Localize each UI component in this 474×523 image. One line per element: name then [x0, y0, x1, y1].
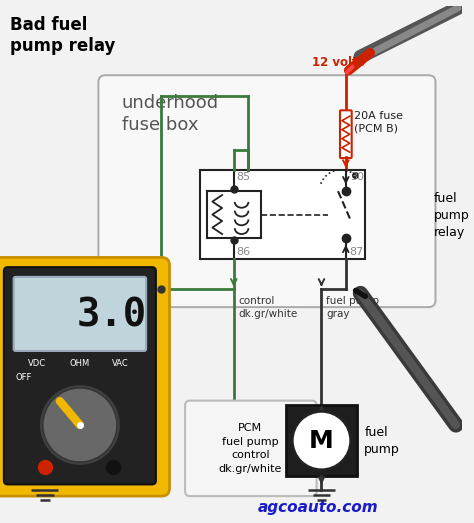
Circle shape: [39, 384, 121, 466]
Text: underhood: underhood: [122, 94, 219, 112]
FancyBboxPatch shape: [4, 267, 156, 484]
Bar: [200, 170, 365, 259]
Text: PCM
fuel pump
control
dk.gr/white: PCM fuel pump control dk.gr/white: [219, 423, 282, 474]
Text: 20A fuse
(PCM B): 20A fuse (PCM B): [354, 111, 402, 134]
Text: fuel
pump
relay: fuel pump relay: [434, 192, 469, 239]
FancyBboxPatch shape: [99, 75, 436, 307]
Text: M: M: [309, 428, 334, 452]
Circle shape: [292, 412, 351, 470]
Text: VAC: VAC: [112, 359, 129, 368]
Text: OHM: OHM: [70, 359, 90, 368]
Bar: [286, 405, 356, 475]
Text: control
dk.gr/white: control dk.gr/white: [239, 297, 298, 319]
FancyBboxPatch shape: [185, 401, 317, 496]
FancyBboxPatch shape: [0, 257, 170, 496]
Circle shape: [43, 388, 117, 462]
Text: 3.0: 3.0: [77, 297, 147, 334]
Text: fuse box: fuse box: [122, 116, 198, 134]
Text: VDC: VDC: [28, 359, 46, 368]
Text: 87: 87: [350, 247, 364, 257]
Text: fuel
pump: fuel pump: [365, 426, 400, 456]
Text: OFF: OFF: [15, 373, 32, 382]
FancyBboxPatch shape: [14, 277, 146, 351]
Text: 12 volts: 12 volts: [312, 56, 365, 69]
Text: 86: 86: [237, 247, 251, 257]
FancyBboxPatch shape: [340, 110, 352, 158]
Text: agcoauto.com: agcoauto.com: [258, 501, 379, 515]
Text: 85: 85: [237, 172, 251, 181]
Text: Bad fuel
pump relay: Bad fuel pump relay: [10, 16, 115, 55]
Text: 30: 30: [350, 172, 364, 181]
Text: fuel pump
gray: fuel pump gray: [327, 297, 379, 319]
